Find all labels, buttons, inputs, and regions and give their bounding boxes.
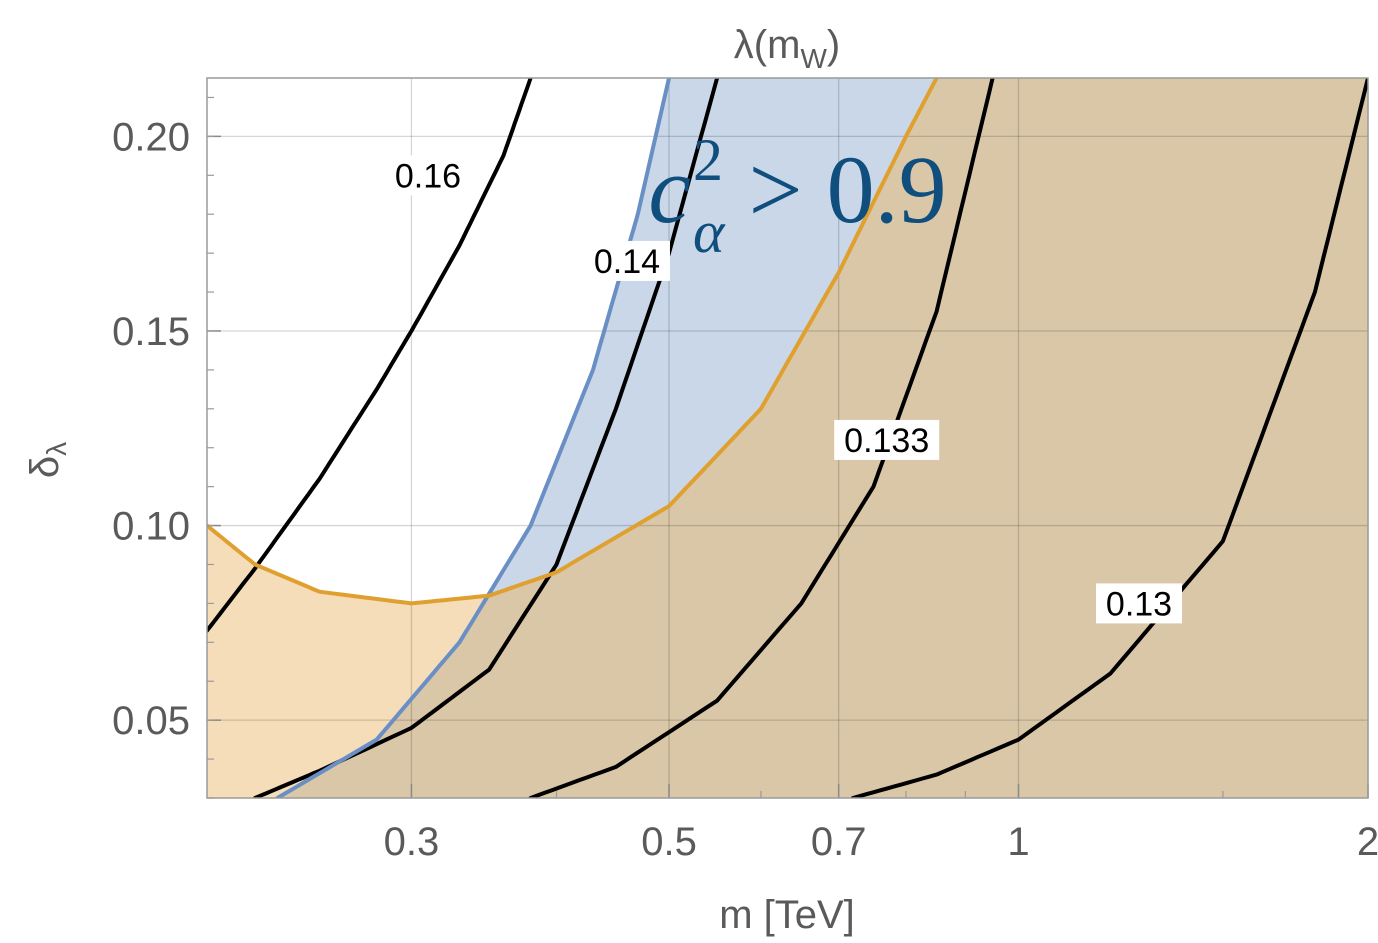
y-tick-label: 0.20 <box>112 115 190 159</box>
contour-label-text: 0.16 <box>395 157 461 195</box>
contour-line-0.133 <box>528 78 995 798</box>
contour-label-text: 0.133 <box>844 422 929 460</box>
x-tick-labels: 0.3 0.5 0.7 1 2 <box>384 820 1378 864</box>
plot-frame <box>206 77 1369 799</box>
contour-label-box <box>384 155 471 196</box>
contour-label-box <box>1096 583 1183 624</box>
chart-title: λ(mW) <box>734 23 840 74</box>
contour-label-0.14: 0.14 <box>583 240 670 281</box>
contour-label-0.13: 0.13 <box>1096 583 1183 624</box>
region-layer <box>207 78 1368 798</box>
orange-boundary-line <box>207 78 939 606</box>
x-tick-label: 0.3 <box>384 820 440 864</box>
plot-area <box>206 77 1369 799</box>
contour-line-0.16 <box>207 78 533 633</box>
blue-boundary-line <box>275 78 671 798</box>
contour-line-0.13 <box>850 78 1368 798</box>
x-tick-label: 0.7 <box>811 820 867 864</box>
y-tick-label: 0.10 <box>112 505 190 549</box>
contour-labels: 0.16 0.14 0.133 0.13 <box>384 155 1183 624</box>
x-tick-label: 2 <box>1357 820 1378 864</box>
contour-label-0.16: 0.16 <box>384 155 471 196</box>
x-axis-title: m [TeV] <box>719 893 855 937</box>
constraint-annotation: c2 α > 0.9 <box>648 127 946 265</box>
contour-label-box <box>583 240 670 281</box>
x-tick-label: 1 <box>1007 820 1029 864</box>
minor-tick-layer <box>207 96 1369 799</box>
y-tick-label: 0.15 <box>112 310 190 354</box>
contour-label-box <box>834 419 940 460</box>
y-tick-labels: 0.05 0.10 0.15 0.20 <box>112 115 190 743</box>
contour-label-text: 0.13 <box>1106 585 1172 623</box>
contour-label-0.133: 0.133 <box>834 419 940 460</box>
x-tick-label: 0.5 <box>641 820 697 864</box>
y-axis-title: δλ <box>23 442 72 478</box>
contour-label-text: 0.14 <box>594 243 660 281</box>
grid-layer <box>207 78 1368 798</box>
y-tick-label: 0.05 <box>112 699 190 743</box>
